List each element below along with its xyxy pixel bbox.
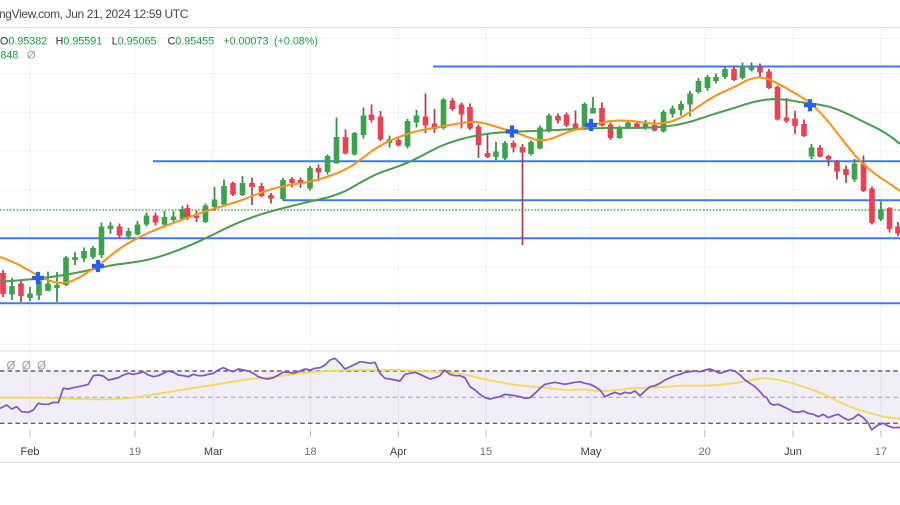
svg-text:0.95848: 0.95848 xyxy=(0,50,18,62)
svg-text:18: 18 xyxy=(304,446,316,458)
svg-text:15: 15 xyxy=(480,446,492,458)
svg-text:ngView.com, Jun 21, 2024 12:59: ngView.com, Jun 21, 2024 12:59 UTC xyxy=(0,7,189,21)
svg-text:Feb: Feb xyxy=(21,446,40,458)
svg-text:Ø: Ø xyxy=(27,50,36,62)
svg-text:Mar: Mar xyxy=(204,446,223,458)
svg-text:20: 20 xyxy=(699,446,711,458)
svg-text:Apr: Apr xyxy=(390,446,407,458)
svg-text:May: May xyxy=(581,446,602,458)
svg-text:Jun: Jun xyxy=(784,446,802,458)
svg-text:ØØØ: ØØØ xyxy=(7,361,53,373)
svg-text:19: 19 xyxy=(129,446,141,458)
svg-text:17: 17 xyxy=(875,446,887,458)
